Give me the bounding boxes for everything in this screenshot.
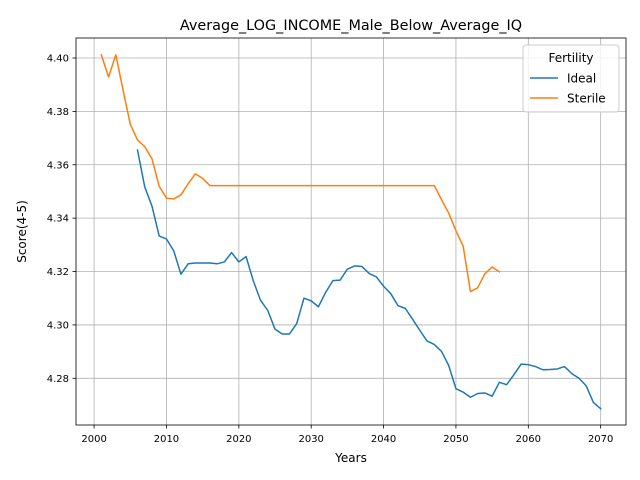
series-line-sterile (100, 53, 501, 293)
x-tick-label: 2020 (226, 434, 251, 445)
x-tick-label: 2030 (298, 434, 323, 445)
y-tick-label: 4.34 (47, 214, 69, 225)
y-tick-label: 4.30 (47, 320, 69, 331)
legend-label-ideal: Ideal (567, 72, 596, 86)
series-line-ideal (136, 149, 602, 410)
series-lines (100, 53, 602, 410)
y-tick-label: 4.36 (47, 160, 69, 171)
legend-title: Fertility (548, 51, 593, 65)
y-tick-label: 4.28 (47, 374, 69, 385)
x-tick-label: 2040 (371, 434, 396, 445)
y-axis-ticks: 4.28 4.30 4.32 4.34 4.36 4.38 4.40 (47, 54, 76, 385)
y-axis-label: Score(4-5) (15, 200, 29, 263)
plot-frame (75, 37, 627, 426)
x-tick-label: 2050 (443, 434, 468, 445)
legend: Fertility Ideal Sterile (522, 44, 620, 113)
chart-title: Average_LOG_INCOME_Male_Below_Average_IQ (180, 18, 522, 34)
x-axis-ticks: 2000 2010 2020 2030 2040 2050 2060 2070 (81, 425, 613, 445)
x-tick-label: 2010 (154, 434, 179, 445)
legend-box (522, 44, 620, 113)
x-axis-label: Years (334, 451, 367, 465)
x-tick-label: 2060 (516, 434, 541, 445)
y-tick-label: 4.40 (47, 54, 69, 65)
x-tick-label: 2070 (588, 434, 613, 445)
y-tick-label: 4.38 (47, 107, 69, 118)
x-tick-label: 2000 (81, 434, 106, 445)
y-tick-label: 4.32 (47, 267, 69, 278)
legend-label-sterile: Sterile (567, 92, 606, 106)
